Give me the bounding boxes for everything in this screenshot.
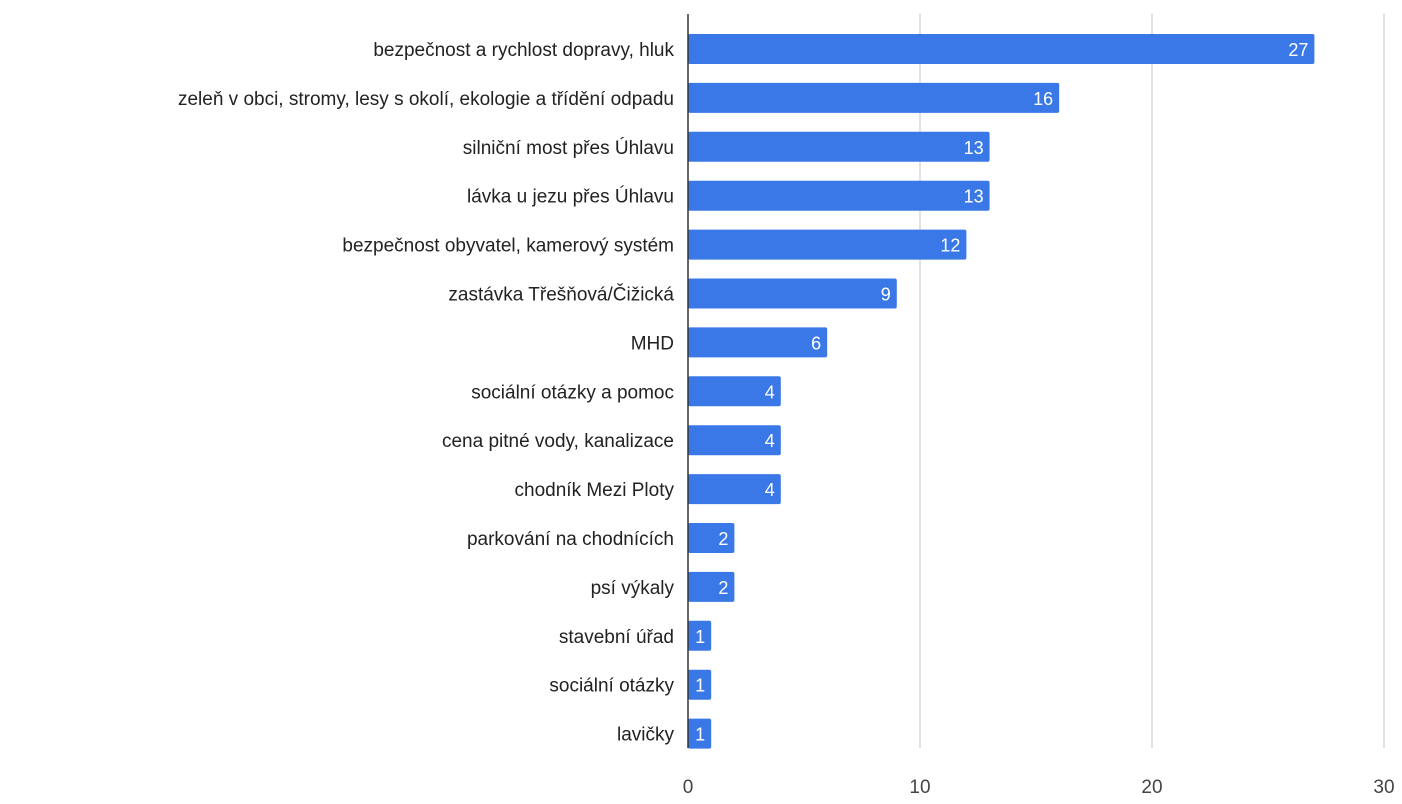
data-label: 4 <box>765 480 775 500</box>
data-label: 13 <box>964 138 984 158</box>
data-label: 2 <box>718 529 728 549</box>
data-label: 4 <box>765 431 775 451</box>
x-tick-label: 30 <box>1373 777 1394 798</box>
x-tick-label: 10 <box>909 777 930 798</box>
bar <box>688 718 712 749</box>
bar <box>688 180 990 211</box>
data-label: 12 <box>940 236 960 256</box>
gridlines <box>919 14 1385 748</box>
bar <box>688 571 735 602</box>
bar <box>688 376 781 407</box>
category-label: silniční most přes Úhlavu <box>463 137 674 159</box>
data-label: 27 <box>1288 40 1308 60</box>
data-label: 9 <box>881 285 891 305</box>
data-label: 1 <box>695 627 705 647</box>
bar <box>688 278 897 309</box>
category-label: MHD <box>631 333 674 354</box>
category-label: lavičky <box>617 725 675 746</box>
bar <box>688 82 1060 113</box>
bar <box>688 34 1315 64</box>
x-tick-label: 0 <box>683 777 694 798</box>
category-label: chodník Mezi Ploty <box>515 480 675 501</box>
data-label: 1 <box>695 725 705 745</box>
x-tick-label: 20 <box>1141 777 1162 798</box>
bar <box>688 474 781 505</box>
bar <box>688 523 735 553</box>
category-label: cena pitné vody, kanalizace <box>442 431 674 452</box>
category-label: zeleň v obci, stromy, lesy s okolí, ekol… <box>178 89 674 110</box>
category-label: bezpečnost obyvatel, kamerový systém <box>342 236 674 257</box>
category-label: stavební úřad <box>559 627 674 648</box>
labels: 0 10 20 30 bezpečnost a rychlost dopravy, hl… <box>178 40 1395 798</box>
bar <box>688 620 712 651</box>
bars <box>688 34 1315 749</box>
data-label: 13 <box>964 187 984 207</box>
bar <box>688 131 990 162</box>
category-label: psí výkaly <box>591 578 675 599</box>
bar <box>688 327 828 358</box>
category-label: sociální otázky <box>549 676 674 697</box>
bar <box>688 425 781 456</box>
data-label: 2 <box>718 578 728 598</box>
data-label: 16 <box>1033 89 1053 109</box>
data-label: 1 <box>695 676 705 696</box>
data-label: 4 <box>765 382 775 402</box>
category-label: bezpečnost a rychlost dopravy, hluk <box>373 40 674 61</box>
bar <box>688 669 712 700</box>
bar <box>688 229 967 260</box>
category-label: sociální otázky a pomoc <box>471 382 674 403</box>
category-label: zastávka Třešňová/Čižická <box>448 284 674 306</box>
data-label: 6 <box>811 333 821 353</box>
category-label: parkování na chodnících <box>467 529 674 550</box>
category-label: lávka u jezu přes Úhlavu <box>467 186 674 208</box>
